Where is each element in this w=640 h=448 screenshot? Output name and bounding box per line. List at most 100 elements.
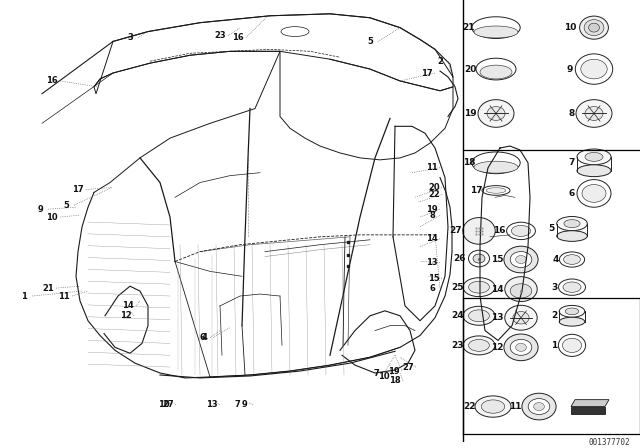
Text: 15: 15 [428,274,440,283]
Ellipse shape [463,336,495,355]
Text: 21: 21 [463,23,475,32]
Text: 13: 13 [206,400,218,409]
Text: 16: 16 [493,226,506,235]
Text: 22: 22 [463,402,476,411]
Text: 11: 11 [509,402,522,411]
Text: 27: 27 [449,226,462,235]
Text: 16: 16 [46,77,58,86]
Ellipse shape [478,99,514,127]
Ellipse shape [575,54,612,84]
Text: 19: 19 [388,366,400,375]
Text: 5: 5 [548,224,555,233]
Ellipse shape [468,250,490,267]
Text: 14: 14 [492,284,504,293]
Text: 8: 8 [429,211,435,220]
Text: 7: 7 [373,369,379,378]
Text: 14: 14 [122,302,134,310]
Text: 8: 8 [569,109,575,118]
Text: 17: 17 [72,185,84,194]
Ellipse shape [564,220,580,228]
Ellipse shape [510,284,532,298]
Ellipse shape [577,180,611,207]
Ellipse shape [559,306,585,317]
Text: 22: 22 [428,190,440,199]
Ellipse shape [516,343,526,351]
Text: 18: 18 [389,376,401,385]
Ellipse shape [505,305,537,330]
Ellipse shape [510,251,532,267]
Ellipse shape [589,23,600,32]
Text: 10: 10 [564,23,577,32]
Text: 6: 6 [199,333,205,342]
Ellipse shape [504,246,538,273]
Ellipse shape [564,255,580,264]
Ellipse shape [486,188,506,193]
Text: 3: 3 [552,283,557,292]
Ellipse shape [472,152,520,174]
Text: 2: 2 [552,311,557,320]
Ellipse shape [577,165,611,177]
Text: 13: 13 [426,258,438,267]
Ellipse shape [585,152,603,161]
Ellipse shape [528,399,550,414]
Ellipse shape [475,396,511,417]
Ellipse shape [474,26,518,38]
Text: 9: 9 [37,205,43,214]
Text: 15: 15 [492,255,504,264]
Ellipse shape [557,216,588,231]
Text: 11: 11 [426,163,438,172]
Text: 27: 27 [402,362,414,371]
Ellipse shape [559,317,585,326]
Text: 12: 12 [120,311,132,320]
Ellipse shape [505,277,537,302]
Ellipse shape [582,185,606,202]
Ellipse shape [584,20,604,36]
Ellipse shape [472,17,520,39]
Ellipse shape [468,281,490,293]
Text: 24: 24 [451,311,464,320]
Ellipse shape [507,222,536,240]
Text: 17: 17 [421,69,433,78]
Ellipse shape [504,334,538,361]
Ellipse shape [463,306,495,325]
Text: 19: 19 [426,205,438,214]
Text: 5: 5 [63,201,69,210]
Text: 6: 6 [429,284,435,293]
Text: 18: 18 [463,158,475,167]
Ellipse shape [473,254,485,263]
Text: 1: 1 [21,292,27,301]
Text: 11: 11 [58,292,70,301]
Text: 16: 16 [232,33,244,42]
Text: 25: 25 [451,283,464,292]
Ellipse shape [563,282,581,293]
Text: 23: 23 [451,341,464,350]
Text: 9: 9 [242,400,248,409]
Text: 14: 14 [426,234,438,243]
Text: 4: 4 [552,255,559,264]
Text: 7: 7 [234,400,240,409]
Text: 5: 5 [367,37,373,46]
Polygon shape [571,400,609,406]
Text: 27: 27 [162,400,174,409]
Ellipse shape [513,311,529,324]
Ellipse shape [558,334,586,357]
Ellipse shape [522,393,556,420]
Ellipse shape [510,339,532,355]
Ellipse shape [557,231,588,241]
Text: 3: 3 [127,33,133,42]
Text: 7: 7 [568,158,575,167]
Text: 13: 13 [492,313,504,322]
Text: 19: 19 [465,109,477,118]
Text: 10: 10 [158,400,170,409]
Ellipse shape [474,161,518,173]
Text: 23: 23 [214,31,226,40]
Text: 20: 20 [465,65,477,73]
Ellipse shape [559,252,584,267]
Ellipse shape [482,185,510,195]
Ellipse shape [565,308,579,314]
Text: 21: 21 [42,284,54,293]
Text: 20: 20 [428,183,440,192]
Ellipse shape [487,107,505,121]
Text: 26: 26 [453,254,466,263]
Polygon shape [571,406,605,414]
